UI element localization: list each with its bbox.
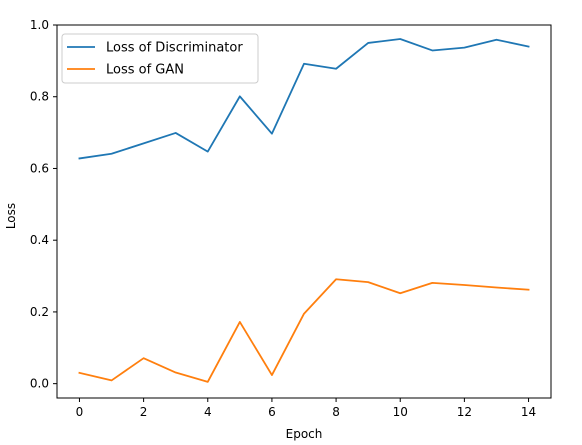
plot-frame — [56, 24, 552, 399]
series-line-gan — [78, 278, 530, 383]
x-tick-label: 12 — [457, 405, 472, 419]
series-layer — [78, 38, 530, 383]
legend: Loss of Discriminator Loss of GAN — [61, 33, 259, 84]
legend-box — [61, 33, 259, 84]
series-line-discriminator — [78, 38, 530, 160]
y-axis-ticks: 0.0 0.2 0.4 0.6 0.8 1.0 — [30, 18, 57, 391]
legend-label: Loss of Discriminator — [106, 41, 243, 56]
x-tick-label: 0 — [76, 405, 84, 419]
x-tick-label: 10 — [393, 405, 408, 419]
x-axis-label: Epoch — [286, 427, 323, 441]
x-tick-label: 14 — [521, 405, 536, 419]
y-tick-label: 0.6 — [30, 161, 49, 175]
x-tick-label: 6 — [268, 405, 276, 419]
y-tick-label: 0.0 — [30, 377, 49, 391]
x-tick-label: 2 — [140, 405, 148, 419]
legend-label: Loss of GAN — [106, 63, 184, 78]
y-tick-label: 1.0 — [30, 18, 49, 32]
y-tick-label: 0.8 — [30, 90, 49, 104]
y-tick-label: 0.2 — [30, 305, 49, 319]
y-tick-label: 0.4 — [30, 233, 49, 247]
plot-area — [57, 25, 551, 398]
x-tick-label: 4 — [204, 405, 212, 419]
y-axis-label: Loss — [4, 203, 18, 229]
x-tick-label: 8 — [332, 405, 340, 419]
x-axis-ticks: 0 2 4 6 8 10 12 14 — [76, 398, 536, 419]
